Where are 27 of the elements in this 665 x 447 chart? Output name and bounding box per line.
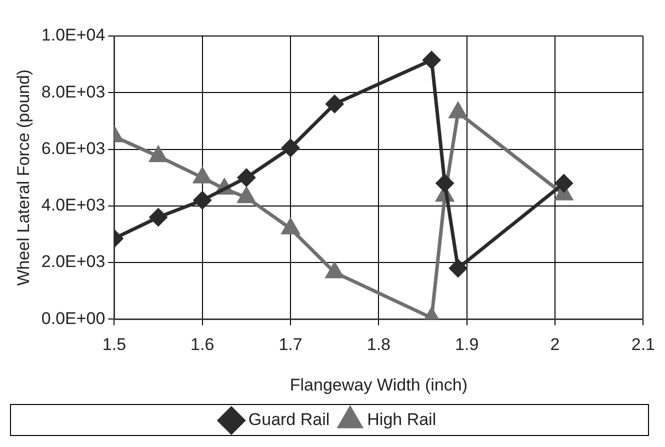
- point: [326, 262, 344, 278]
- y-tick-label: 6.0E+03: [41, 138, 106, 158]
- x-tick-label: 1.9: [455, 335, 479, 354]
- point: [238, 188, 256, 204]
- x-tick-label: 2.1: [631, 335, 656, 354]
- x-tick-label: 1.8: [366, 335, 391, 354]
- point: [422, 51, 440, 69]
- y-tick-label: 4.0E+03: [41, 196, 106, 215]
- x-tick-label: 1.6: [190, 335, 214, 354]
- point: [449, 102, 467, 118]
- x-tick-label: 2: [550, 335, 560, 354]
- y-axis-title: Wheel Lateral Force (pound): [14, 69, 33, 286]
- x-tick-label: 1.7: [278, 335, 302, 354]
- y-tick-label: 2.0E+03: [41, 252, 106, 272]
- point: [194, 168, 212, 184]
- legend-label: Guard Rail: [248, 410, 330, 430]
- point: [282, 218, 300, 234]
- legend-label: High Rail: [367, 410, 436, 430]
- point: [238, 168, 256, 186]
- y-tick-label: 1.0E+04: [41, 26, 106, 45]
- point: [150, 146, 167, 162]
- y-tick-label: 0.0E+00: [41, 308, 106, 328]
- x-tick-label: 1.5: [102, 335, 126, 354]
- point: [282, 139, 300, 157]
- y-tick-label: 8.0E+03: [41, 82, 106, 102]
- x-axis-title: Flangeway Width (inch): [290, 375, 468, 394]
- point: [326, 95, 344, 113]
